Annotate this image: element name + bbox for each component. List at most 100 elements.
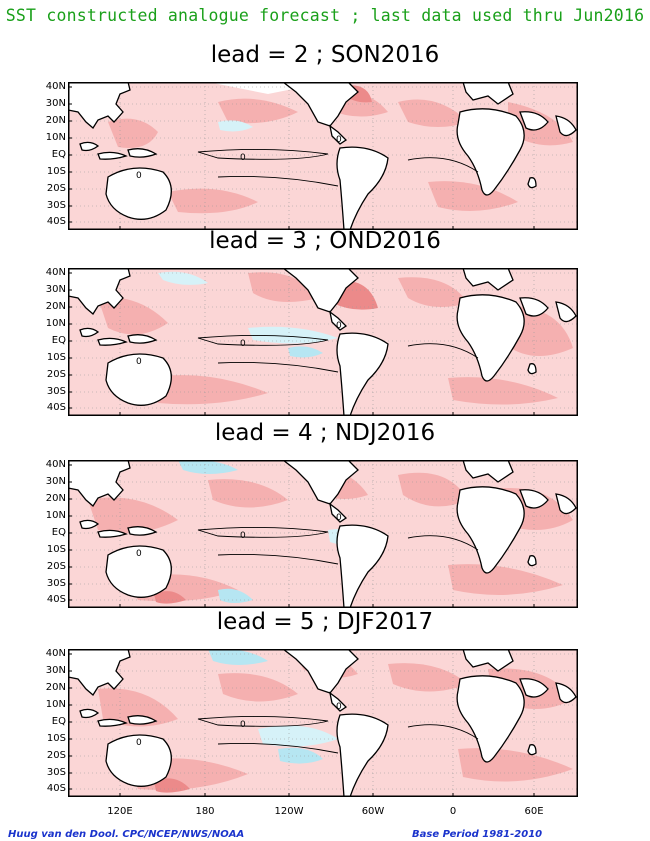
- warm-anomaly-region: [98, 688, 178, 727]
- coastline: [68, 460, 131, 507]
- contour-label: 0: [336, 513, 342, 523]
- coastline: [462, 268, 514, 291]
- coastline: [127, 526, 158, 536]
- cool-anomaly-region: [248, 326, 338, 344]
- lat-tick-label: 20S: [46, 750, 66, 761]
- coastline: [527, 177, 537, 189]
- lon-tick-label: 120W: [274, 806, 304, 817]
- cool-anomaly-region: [178, 460, 238, 474]
- coastline: [555, 301, 577, 323]
- warm-anomaly-region: [148, 375, 268, 405]
- lat-tick-label: 40N: [45, 81, 66, 92]
- panel-title: lead = 4 ; NDJ2016: [214, 420, 436, 446]
- warm-anomaly-region: [88, 497, 178, 534]
- contour-label: 0: [136, 171, 142, 181]
- warm-anomaly-region: [154, 591, 186, 604]
- coastline: [97, 529, 128, 538]
- contour-label: 0: [136, 357, 142, 367]
- map-frame: [68, 82, 578, 230]
- lat-tick-label: 40S: [46, 783, 66, 794]
- lat-tick-label: 20S: [46, 369, 66, 380]
- lat-tick-label: 20N: [45, 115, 66, 126]
- lat-tick-label: 40N: [45, 648, 66, 659]
- coastline: [68, 649, 131, 696]
- coastline: [127, 334, 158, 344]
- coastline: [97, 337, 128, 346]
- zero-contour: [407, 157, 479, 173]
- coastline: [97, 718, 128, 727]
- warm-anomaly-region: [218, 673, 298, 702]
- lat-tick-label: 10S: [46, 166, 66, 177]
- lat-tick-label: EQ: [51, 335, 66, 346]
- contour-label: 0: [240, 720, 246, 730]
- lat-tick-label: 30N: [45, 284, 66, 295]
- warm-anomaly-region: [108, 118, 158, 148]
- coastline: [456, 486, 525, 574]
- coastline: [519, 489, 549, 509]
- coastline: [329, 691, 348, 712]
- map-frame: [68, 649, 578, 797]
- panel-title: lead = 5 ; DJF2017: [216, 609, 434, 635]
- coastline: [456, 294, 525, 382]
- coastline: [79, 519, 100, 530]
- coastline: [527, 555, 537, 567]
- cool-anomaly-region: [278, 747, 323, 764]
- zero-contour: [197, 715, 329, 727]
- cool-anomaly-region: [258, 725, 338, 747]
- warm-anomaly-region: [448, 564, 563, 595]
- coastline: [336, 332, 389, 416]
- lat-tick-label: 40S: [46, 402, 66, 413]
- zero-contour: [197, 526, 329, 538]
- contour-label: 0: [336, 135, 342, 145]
- lat-tick-label: 20N: [45, 301, 66, 312]
- sst-anomaly-map: 0 0 0: [68, 649, 578, 797]
- cool-anomaly-region: [158, 271, 208, 285]
- coastline: [462, 460, 514, 483]
- zero-contour: [407, 535, 479, 551]
- coastline: [68, 82, 131, 129]
- lat-tick-label: 30S: [46, 386, 66, 397]
- lat-tick-label: 20N: [45, 493, 66, 504]
- coastline: [519, 111, 549, 131]
- lat-tick-label: 40N: [45, 267, 66, 278]
- coastline: [555, 682, 577, 704]
- main-title: SST constructed analogue forecast ; last…: [5, 6, 645, 25]
- lat-tick-label: 30N: [45, 98, 66, 109]
- lat-tick-label: 30N: [45, 476, 66, 487]
- coastline: [127, 148, 158, 158]
- coastline: [281, 649, 359, 694]
- contour-label: 0: [336, 321, 342, 331]
- warm-anomaly-region: [398, 472, 468, 507]
- lat-tick-label: 30S: [46, 578, 66, 589]
- sst-anomaly-map: 0 0 0: [68, 82, 578, 230]
- warm-anomaly-region: [248, 272, 318, 302]
- lat-tick-label: 20N: [45, 682, 66, 693]
- cool-anomaly-region: [208, 649, 268, 665]
- zero-contour: [217, 175, 339, 187]
- coastline: [68, 268, 131, 315]
- zero-contour: [197, 148, 329, 160]
- coastline: [281, 268, 359, 313]
- coastline: [555, 115, 577, 137]
- map-frame: [68, 268, 578, 416]
- zero-contour: [217, 361, 339, 373]
- coastline: [456, 675, 525, 763]
- lat-tick-label: 40N: [45, 459, 66, 470]
- coastline: [79, 708, 100, 719]
- footer-base-period: Base Period 1981-2010: [412, 829, 543, 840]
- warm-anomaly-region: [168, 188, 258, 214]
- coastline: [79, 141, 100, 152]
- zero-contour: [217, 742, 339, 754]
- contour-label: 0: [136, 738, 142, 748]
- warm-anomaly-region: [208, 479, 288, 508]
- footer-credit: Huug van den Dool. CPC/NCEP/NWS/NOAA: [8, 829, 245, 840]
- coastline: [329, 310, 348, 331]
- cool-anomaly-region: [218, 120, 253, 132]
- warm-anomaly-region: [448, 377, 558, 405]
- contour-label: 0: [240, 531, 246, 541]
- coastline: [519, 297, 549, 317]
- zero-contour: [407, 724, 479, 740]
- coastline: [105, 545, 172, 598]
- warm-anomaly-region: [388, 663, 468, 692]
- coastline: [336, 713, 389, 797]
